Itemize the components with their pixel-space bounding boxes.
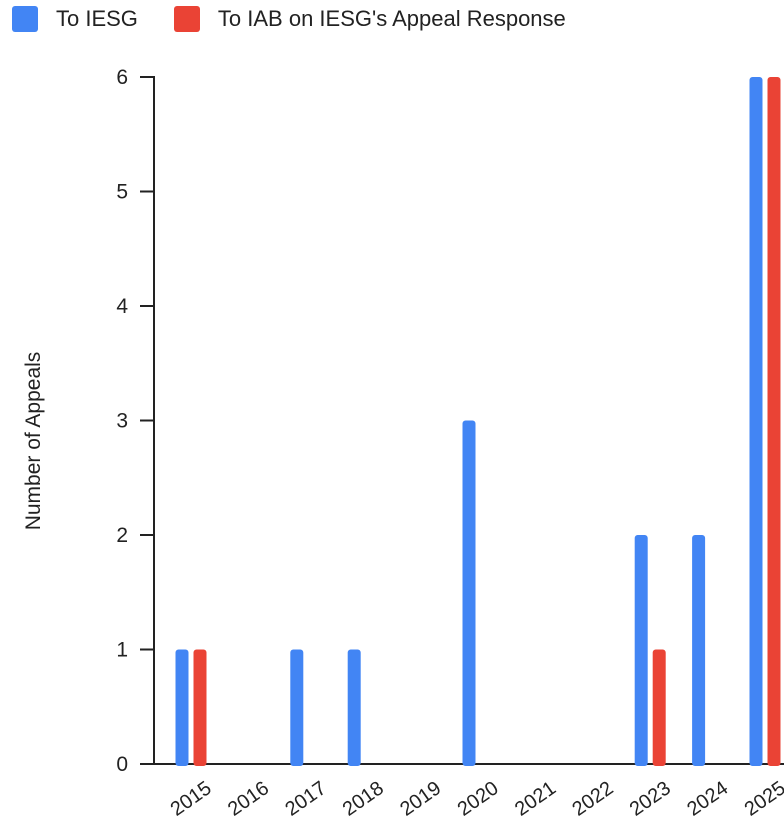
x-tick-label: 2017 (281, 777, 330, 821)
x-tick-label: 2024 (683, 777, 732, 821)
x-tick-label: 2022 (568, 777, 617, 821)
legend-swatch-to-iesg (12, 6, 38, 32)
legend: To IESG To IAB on IESG's Appeal Response (12, 6, 602, 32)
bar (767, 77, 781, 766)
bars (175, 77, 781, 766)
x-tick-label: 2016 (224, 777, 273, 821)
bar (193, 649, 207, 766)
y-tick-label: 2 (116, 524, 128, 547)
legend-label-to-iab: To IAB on IESG's Appeal Response (217, 6, 566, 31)
bar (692, 535, 706, 766)
x-tick-label: 2019 (396, 777, 445, 821)
y-tick-label: 3 (116, 410, 128, 433)
bar (652, 649, 666, 766)
bar (347, 649, 361, 766)
legend-item-to-iesg: To IESG (12, 6, 138, 32)
x-tick-label: 2025 (741, 777, 784, 821)
y-tick-label: 6 (116, 66, 128, 89)
x-tick-label: 2020 (454, 777, 503, 821)
y-tick-label: 0 (116, 753, 128, 776)
axes (140, 76, 784, 765)
bar (749, 77, 763, 766)
x-tick-label: 2018 (339, 777, 388, 821)
legend-item-to-iab: To IAB on IESG's Appeal Response (173, 6, 566, 32)
bar (634, 535, 648, 766)
x-tick-label: 2023 (626, 777, 675, 821)
y-tick-label: 5 (116, 181, 128, 204)
y-tick-label: 4 (116, 295, 128, 318)
bar (462, 420, 476, 766)
bar (290, 649, 304, 766)
bar (175, 649, 189, 766)
x-tick-label: 2015 (167, 777, 216, 821)
legend-label-to-iesg: To IESG (56, 6, 138, 31)
legend-swatch-to-iab (173, 6, 200, 32)
y-tick-label: 1 (116, 639, 128, 662)
x-tick-label: 2021 (511, 777, 560, 821)
